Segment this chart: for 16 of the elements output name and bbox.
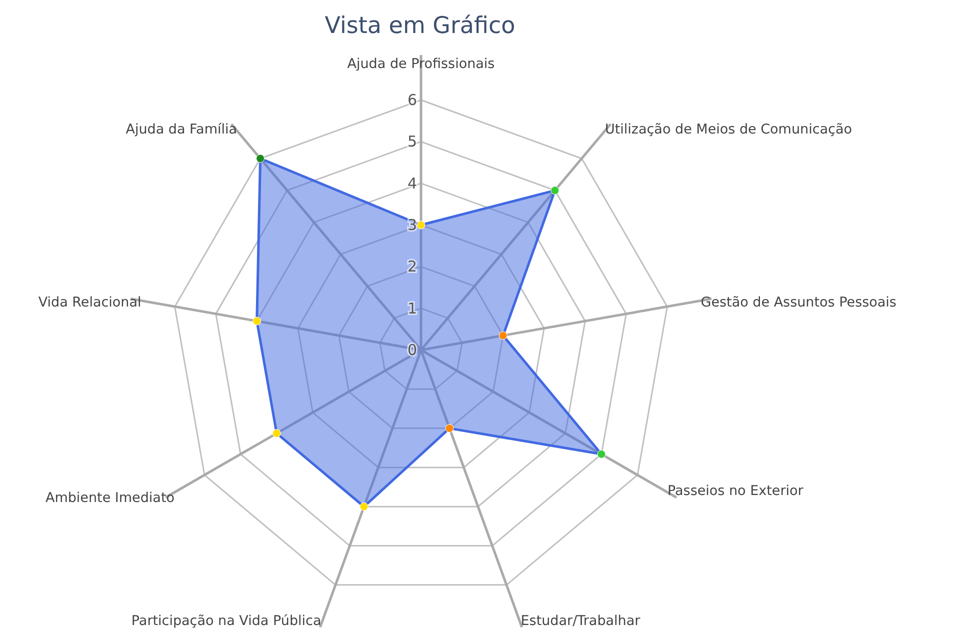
spoke-label: Gestão de Assuntos Pessoais <box>700 294 896 310</box>
chart-title: Vista em Gráfico <box>324 13 516 39</box>
y-tick-label: 5 <box>407 132 417 151</box>
y-tick-label: 1 <box>407 299 417 318</box>
spoke-label: Ajuda de Profissionais <box>347 56 495 72</box>
spoke-label: Ambiente Imediato <box>45 490 175 506</box>
spoke-label: Ajuda da Família <box>126 122 238 138</box>
y-tick-label: 6 <box>407 91 417 109</box>
spoke-label: Participação na Vida Pública <box>131 613 322 630</box>
y-tick-label: 2 <box>407 258 417 276</box>
spoke-label: Estudar/Trabalhar <box>520 613 641 630</box>
spoke-label: Vida Relacional <box>38 294 142 310</box>
y-tick-label: 0 <box>407 341 417 359</box>
spoke-label: Passeios no Exterior <box>667 483 804 499</box>
y-tick-label: 4 <box>407 174 417 192</box>
spoke-label: Utilização de Meios de Comunicação <box>604 122 852 138</box>
